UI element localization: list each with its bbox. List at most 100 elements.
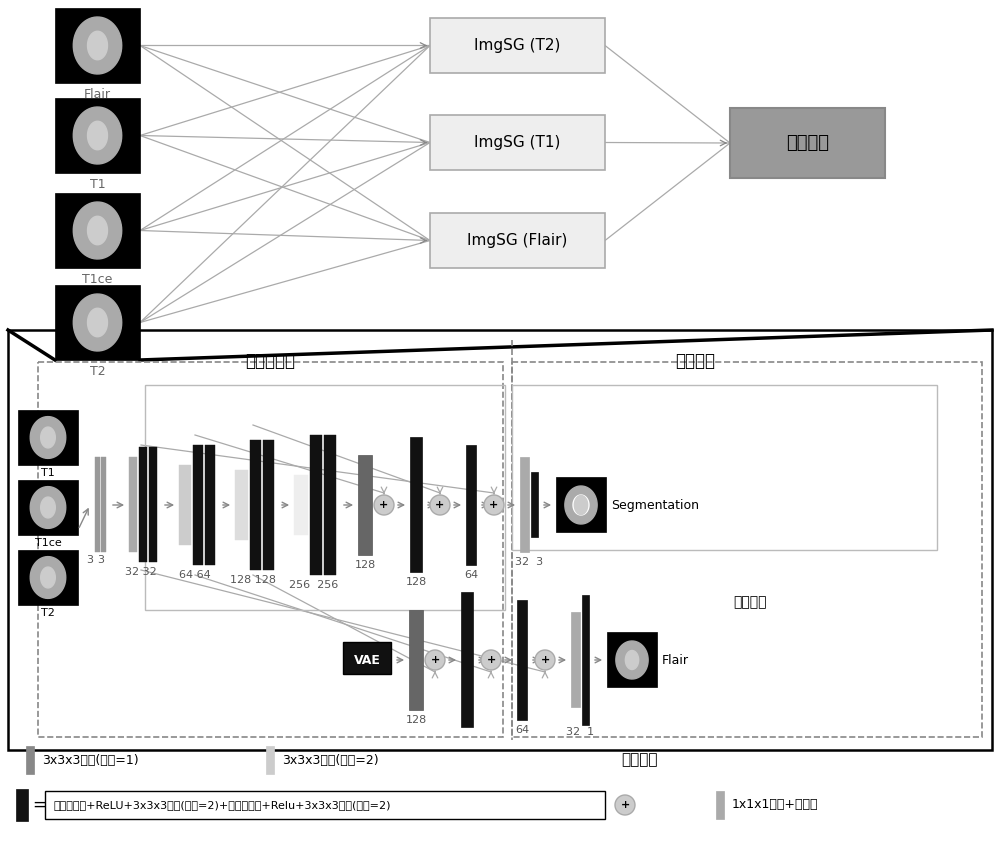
Polygon shape — [616, 641, 648, 679]
Bar — [430, 18, 605, 73]
Circle shape — [615, 795, 635, 815]
Text: Flair: Flair — [84, 88, 111, 101]
Text: 生成模块: 生成模块 — [733, 595, 767, 609]
Bar — [193, 445, 203, 565]
Text: 64: 64 — [464, 570, 478, 580]
Text: T1ce: T1ce — [82, 273, 113, 286]
Bar — [730, 108, 885, 178]
Text: +: + — [486, 655, 496, 665]
Text: ImgSG (T1): ImgSG (T1) — [474, 135, 561, 150]
Polygon shape — [574, 495, 588, 514]
Text: +: + — [620, 800, 630, 810]
Bar — [45, 791, 605, 819]
Bar — [18, 410, 78, 465]
Circle shape — [374, 495, 394, 515]
Text: +: + — [430, 655, 440, 665]
Bar — [250, 440, 261, 570]
Polygon shape — [73, 107, 122, 164]
Bar — [430, 213, 605, 268]
Text: 3: 3 — [87, 555, 94, 565]
Circle shape — [481, 650, 501, 670]
Bar — [149, 447, 157, 562]
Polygon shape — [565, 486, 597, 524]
Bar — [179, 465, 191, 545]
Text: 64 64: 64 64 — [179, 570, 211, 580]
Bar — [205, 445, 215, 565]
Polygon shape — [88, 216, 107, 245]
Text: Segmentation: Segmentation — [611, 499, 699, 512]
Text: 生成模块: 生成模块 — [622, 752, 658, 767]
Text: 3: 3 — [98, 555, 104, 565]
Polygon shape — [30, 556, 66, 598]
Bar — [512, 385, 937, 550]
Bar — [582, 595, 589, 725]
Bar — [16, 789, 28, 821]
Text: 模型集成: 模型集成 — [786, 134, 829, 152]
Bar — [18, 550, 78, 605]
Bar — [531, 473, 538, 538]
Bar — [310, 435, 322, 575]
Text: 编码器模块: 编码器模块 — [245, 352, 295, 370]
Polygon shape — [73, 202, 122, 259]
Bar — [266, 746, 274, 774]
Bar — [410, 438, 422, 573]
Text: T2: T2 — [90, 365, 105, 378]
Bar — [235, 470, 248, 540]
Circle shape — [430, 495, 450, 515]
Text: +: + — [379, 500, 389, 510]
Bar — [18, 480, 78, 535]
Polygon shape — [30, 417, 66, 458]
Polygon shape — [625, 650, 639, 669]
Text: T1ce: T1ce — [35, 538, 61, 548]
Bar — [512, 362, 982, 737]
Bar — [571, 612, 580, 707]
Text: 1x1x1卷积+上采样: 1x1x1卷积+上采样 — [732, 799, 818, 811]
Circle shape — [535, 650, 555, 670]
Polygon shape — [88, 308, 107, 337]
Bar — [129, 457, 137, 552]
Bar — [430, 115, 605, 170]
Polygon shape — [88, 121, 107, 150]
Polygon shape — [41, 497, 55, 518]
Bar — [55, 285, 140, 360]
Bar — [55, 193, 140, 268]
Text: Flair: Flair — [662, 654, 689, 667]
Bar — [409, 610, 423, 710]
Polygon shape — [73, 17, 122, 74]
Text: T1: T1 — [41, 468, 55, 478]
Polygon shape — [41, 427, 55, 448]
Bar — [607, 633, 657, 688]
Polygon shape — [573, 495, 589, 515]
Text: 256  256: 256 256 — [289, 580, 339, 590]
Bar — [324, 435, 336, 575]
Polygon shape — [30, 487, 66, 529]
Bar — [145, 385, 505, 610]
Bar — [716, 791, 724, 819]
Text: ImgSG (Flair): ImgSG (Flair) — [467, 233, 568, 248]
Bar — [358, 455, 372, 555]
Circle shape — [484, 495, 504, 515]
Text: 128: 128 — [405, 577, 427, 587]
Bar — [520, 457, 529, 552]
Bar — [263, 440, 274, 570]
Bar — [95, 457, 100, 552]
Text: +: + — [540, 655, 550, 665]
Text: +: + — [489, 500, 499, 510]
Bar — [461, 593, 473, 728]
Polygon shape — [73, 294, 122, 351]
Bar — [26, 746, 34, 774]
Text: =: = — [32, 796, 46, 814]
Text: T1: T1 — [90, 178, 105, 191]
Text: 128: 128 — [354, 560, 376, 570]
Text: 分割模块: 分割模块 — [675, 352, 715, 370]
Polygon shape — [41, 567, 55, 588]
Text: 实例归一化+ReLU+3x3x3卷积(步长=2)+实例归一化+Relu+3x3x3卷积(步长=2): 实例归一化+ReLU+3x3x3卷积(步长=2)+实例归一化+Relu+3x3x… — [53, 800, 390, 810]
Bar — [101, 457, 106, 552]
Bar — [38, 362, 503, 737]
Text: VAE: VAE — [354, 654, 380, 667]
Polygon shape — [88, 31, 107, 60]
Text: 3x3x3卷积(步长=2): 3x3x3卷积(步长=2) — [282, 754, 379, 767]
Text: 128 128: 128 128 — [230, 575, 276, 585]
Text: 64: 64 — [515, 725, 529, 735]
Bar — [139, 447, 147, 562]
